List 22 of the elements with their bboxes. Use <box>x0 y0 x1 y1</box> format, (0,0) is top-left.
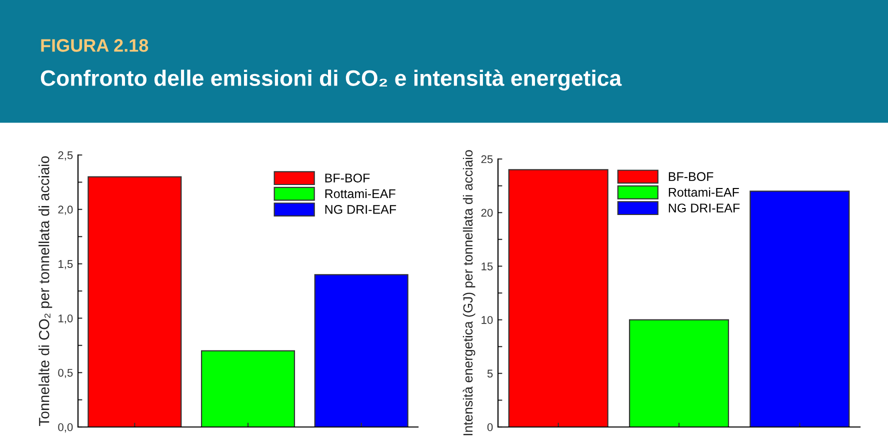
y-tick-label: 2,0 <box>58 206 73 215</box>
y-tick-label: 0,0 <box>58 423 73 432</box>
legend-label: NG DRI-EAF <box>668 204 740 212</box>
y-tick-label: 0 <box>487 423 493 432</box>
legend-label: BF-BOF <box>325 174 370 182</box>
y-axis-title: Tonnelalte di CO₂ per tonnellata di acciaio <box>38 156 52 426</box>
legend-label: BF-BOF <box>668 172 714 181</box>
y-tick-label: 20 <box>481 208 493 217</box>
y-tick-label: 15 <box>482 262 493 270</box>
y-axis-title: Intensità energetica (GJ) per tonnellata di acciaio <box>462 150 476 436</box>
legend-label: Rottami-EAF <box>668 188 739 197</box>
y-tick-label: 25 <box>481 155 493 164</box>
y-tick-label: 2,5 <box>58 151 73 160</box>
legend-label: Rottami-EAF <box>325 188 396 198</box>
chart-subtitle: Confronto delle emissioni di CO₂ e intensità energetica <box>40 69 622 91</box>
y-tick-label: 5 <box>487 370 493 378</box>
y-tick-label: 0,5 <box>58 368 73 378</box>
y-tick-label: 1,5 <box>58 260 73 270</box>
chart-title: FIGURA 2.18 <box>41 39 148 52</box>
y-tick-label: 1,0 <box>58 314 73 324</box>
legend-label: NG DRI-EAF <box>325 205 396 214</box>
y-tick-label: 10 <box>482 316 493 324</box>
